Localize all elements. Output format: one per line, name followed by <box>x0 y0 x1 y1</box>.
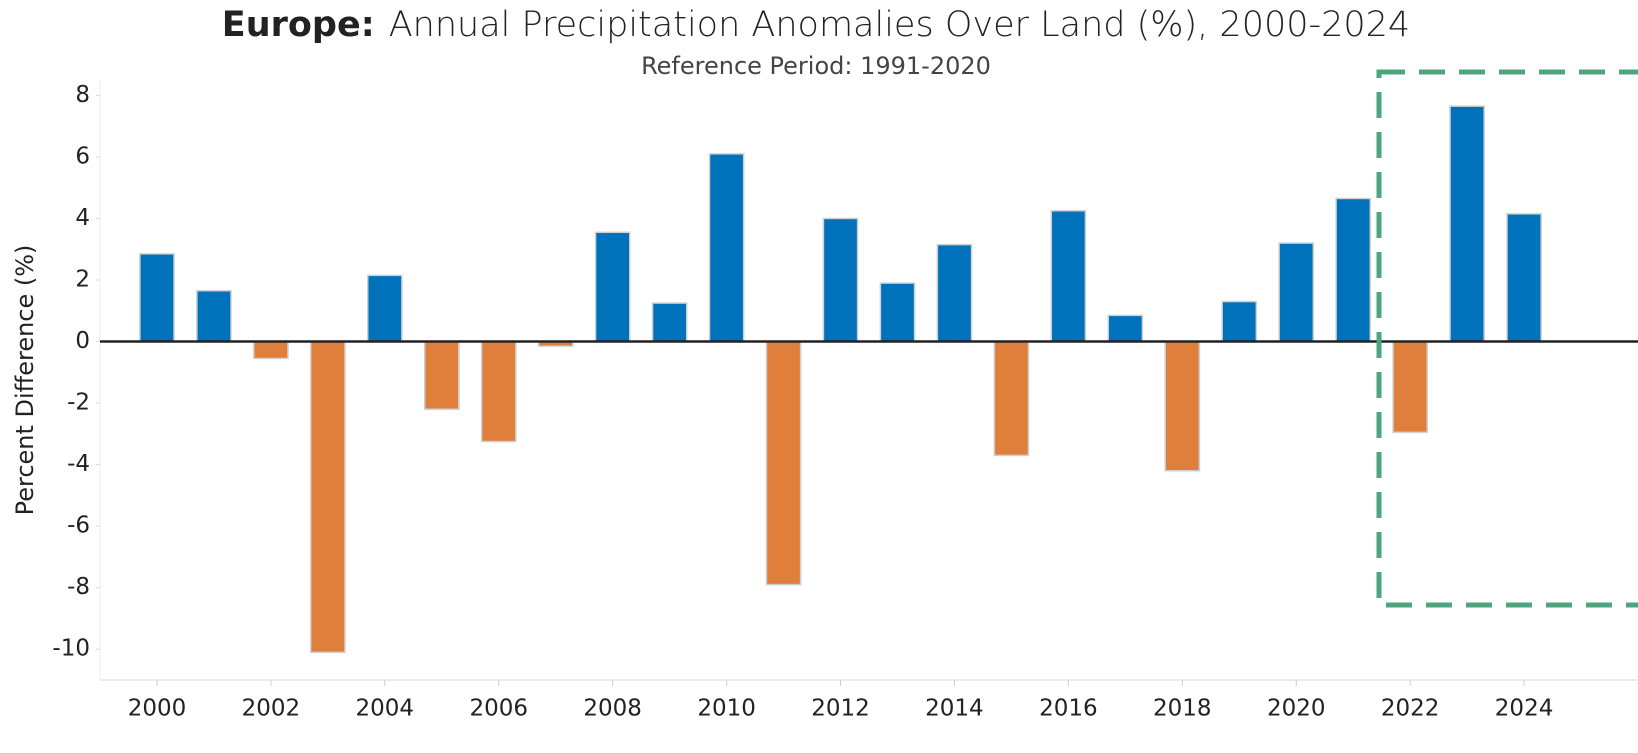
bar <box>480 340 517 443</box>
bar <box>1335 197 1372 343</box>
bar <box>310 340 346 654</box>
x-tick-label: 2004 <box>356 696 415 722</box>
bar <box>822 217 859 343</box>
x-tick-label: 2010 <box>697 696 756 722</box>
x-tick-label: 2006 <box>469 696 528 722</box>
x-tick-label: 2024 <box>1495 696 1554 722</box>
bar <box>993 340 1030 457</box>
chart-title: Europe: Annual Precipitation Anomalies Ov… <box>222 5 1410 45</box>
y-tick-label: -8 <box>67 574 90 600</box>
bar <box>196 290 232 343</box>
y-tick-label: -10 <box>52 636 90 662</box>
x-tick-label: 2022 <box>1381 696 1440 722</box>
x-tick-label: 2012 <box>811 696 870 722</box>
y-tick-label: 4 <box>75 205 90 231</box>
bar <box>1278 242 1315 343</box>
y-tick-label: 8 <box>75 82 90 108</box>
y-tick-label: 6 <box>75 143 90 169</box>
y-axis-label: Percent Difference (%) <box>11 245 39 516</box>
bar <box>139 253 175 343</box>
x-tick-label: 2016 <box>1039 696 1098 722</box>
x-tick-label: 2014 <box>925 696 984 722</box>
bar <box>1221 300 1258 343</box>
highlight-box <box>1376 69 1638 608</box>
bar <box>651 302 688 343</box>
y-tick-label: 0 <box>75 328 90 354</box>
bar <box>879 282 916 343</box>
bar <box>1449 105 1485 343</box>
bar <box>1107 314 1144 343</box>
y-tick-label: 2 <box>75 267 90 293</box>
bar <box>765 340 802 586</box>
title-text: Annual Precipitation Anomalies Over Land… <box>389 5 1410 45</box>
bar <box>594 231 631 343</box>
y-tick-label: -2 <box>67 390 90 416</box>
x-tick-label: 2008 <box>583 696 642 722</box>
chart-subtitle: Reference Period: 1991-2020 <box>641 52 991 80</box>
x-tick-label: 2000 <box>128 696 187 722</box>
bar <box>1392 340 1428 434</box>
title-bold: Europe: <box>222 5 375 45</box>
x-tick-label: 2020 <box>1267 696 1326 722</box>
bar <box>423 340 460 410</box>
bar <box>1506 213 1542 343</box>
bar <box>708 153 745 343</box>
bar <box>253 340 289 360</box>
bar <box>366 274 403 343</box>
bar <box>936 243 973 343</box>
y-tick-label: -4 <box>67 451 90 477</box>
bar <box>1050 210 1087 343</box>
bar <box>1164 340 1201 472</box>
x-tick-label: 2018 <box>1153 696 1212 722</box>
x-tick-label: 2002 <box>242 696 301 722</box>
y-tick-label: -6 <box>67 513 90 539</box>
